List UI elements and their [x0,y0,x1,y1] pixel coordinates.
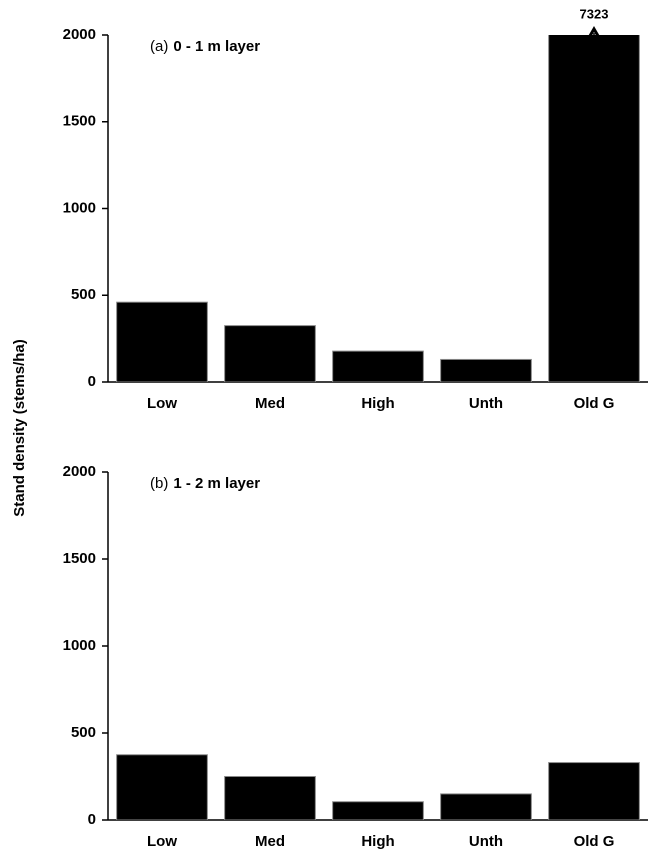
x-tick-label: High [361,395,394,412]
bar [440,793,532,820]
x-tick-label: Unth [469,395,503,412]
x-tick-label: Low [147,833,177,850]
y-tick-label: 1500 [63,550,96,567]
bar [332,801,424,820]
y-tick-label: 1500 [63,113,96,130]
overflow-arrow-head [585,26,603,42]
y-tick-label: 500 [71,724,96,741]
panel-title-text: 0 - 1 m layer [173,38,260,55]
bar [332,350,424,382]
y-axis-label: Stand density (stems/ha) [11,339,28,517]
bar [224,776,316,820]
bar [116,754,208,820]
y-tick-label: 500 [71,286,96,303]
bar [440,358,532,382]
y-tick-label: 2000 [63,463,96,480]
panel-label: (b) [150,475,168,492]
panel-title: (a) 0 - 1 m layer [150,38,260,55]
bar [548,35,640,382]
bar [224,325,316,382]
bar [548,762,640,820]
x-tick-label: Med [255,833,285,850]
y-tick-label: 1000 [63,199,96,216]
y-tick-label: 2000 [63,26,96,43]
y-tick-label: 0 [88,811,96,828]
y-tick-label: 1000 [63,637,96,654]
bars [116,754,640,820]
bars [116,35,640,382]
y-tick-label: 0 [88,373,96,390]
panel-title-text: 1 - 2 m layer [173,475,260,492]
panel-title: (b) 1 - 2 m layer [150,475,260,492]
x-tick-label: Low [147,395,177,412]
bar [116,301,208,382]
x-tick-label: Old G [574,395,615,412]
x-tick-label: Old G [574,833,615,850]
overflow-value-label: 7323 [580,6,609,21]
x-tick-label: Med [255,395,285,412]
x-tick-label: Unth [469,833,503,850]
panel-label: (a) [150,38,168,55]
x-tick-label: High [361,833,394,850]
